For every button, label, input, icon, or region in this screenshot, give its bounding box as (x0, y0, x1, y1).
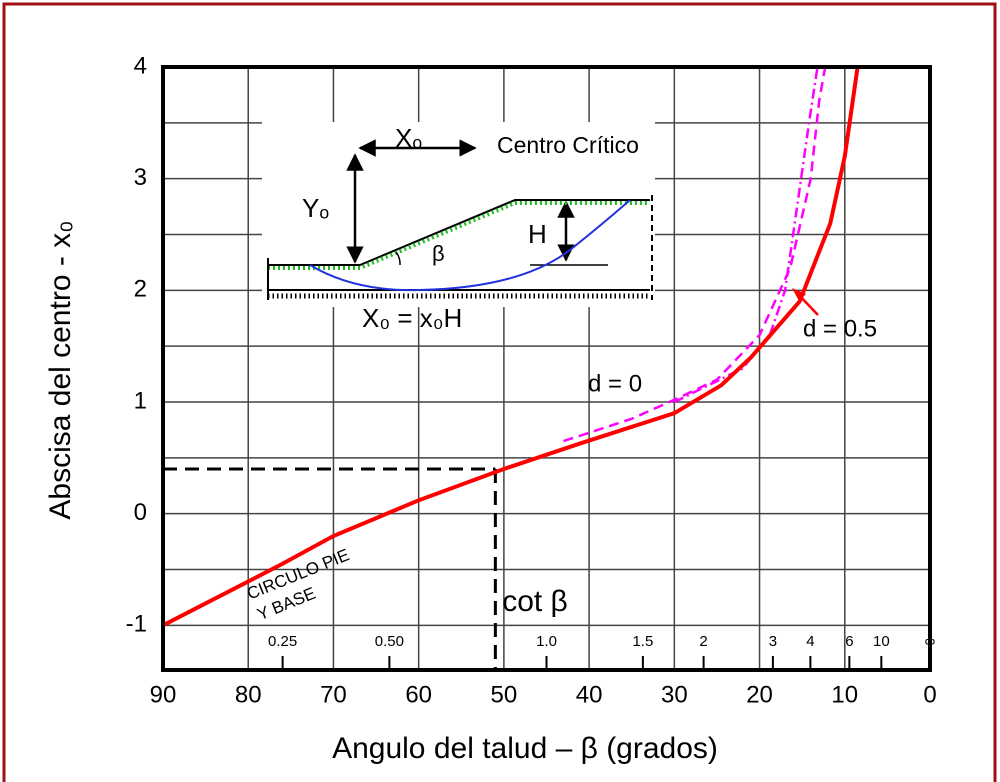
x-tick-label: 20 (746, 681, 773, 708)
h-label: H (528, 219, 547, 249)
y-tick-label: -1 (126, 611, 147, 638)
beta-label: β (432, 241, 445, 266)
frame (4, 4, 995, 782)
x-tick-label: 10 (831, 681, 858, 708)
chart: Xₒ Centro Crítico Yₒ H β X₀ = x₀H Abscis… (0, 0, 1000, 782)
x-tick-label: 60 (405, 681, 432, 708)
page: {"chart_data": { "type": "line", "xlabel… (0, 0, 1000, 782)
cot-axis-label: cot β (502, 585, 568, 618)
x-tick-label: 80 (235, 681, 262, 708)
cot-tick-label: 0.25 (268, 633, 297, 650)
x-tick-label: 50 (491, 681, 518, 708)
series-label: d = 0.5 (803, 315, 877, 342)
cot-tick-label: 2 (699, 633, 707, 650)
cot-tick-label: 6 (845, 633, 853, 650)
x-tick-label: 30 (661, 681, 688, 708)
cot-tick-label: 0.50 (375, 633, 404, 650)
y-tick-label: 3 (134, 164, 147, 191)
xo-label: Xₒ (395, 123, 422, 153)
cot-tick-label: 3 (769, 633, 777, 650)
cot-tick-label: 1.5 (632, 633, 653, 650)
yo-label: Yₒ (302, 193, 329, 223)
y-tick-label: 4 (134, 52, 147, 79)
x-tick-label: 0 (923, 681, 936, 708)
inset: Xₒ Centro Crítico Yₒ H β X₀ = x₀H (262, 122, 655, 333)
x-tick-label: 90 (150, 681, 177, 708)
y-axis-label: Abscisa del centro - x₀ (44, 220, 77, 519)
y-tick-label: 0 (134, 499, 147, 526)
y-tick-label: 2 (134, 276, 147, 303)
cot-tick-label: 1.0 (536, 633, 557, 650)
series-label: d = 0 (588, 370, 642, 397)
y-tick-label: 1 (134, 387, 147, 414)
x-tick-label: 70 (320, 681, 347, 708)
x-tick-label: 40 (576, 681, 603, 708)
formula-label: X₀ = x₀H (362, 303, 462, 333)
cot-tick-label: 4 (806, 633, 814, 650)
cot-tick-label: 10 (873, 633, 890, 650)
inset-title: Centro Crítico (497, 132, 639, 158)
x-axis-label: Angulo del talud – β (grados) (332, 732, 718, 765)
